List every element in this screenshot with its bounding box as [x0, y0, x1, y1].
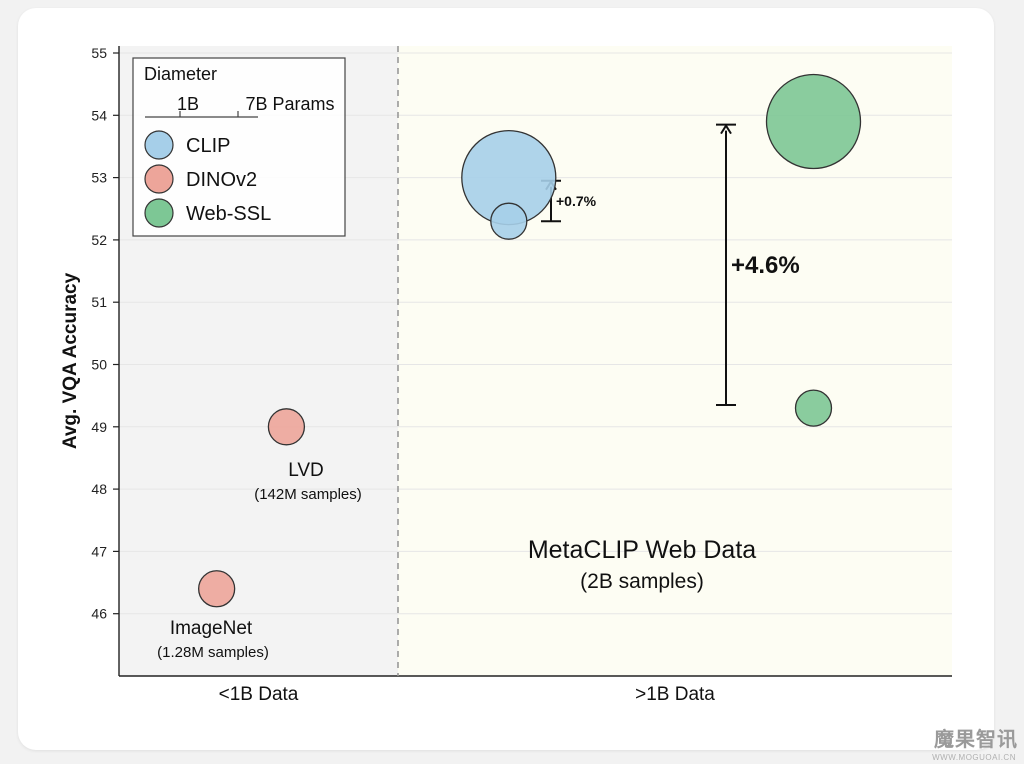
y-tick-label: 53 — [91, 170, 107, 186]
imagenet-label: ImageNet — [170, 618, 253, 639]
legend-entry-clip: CLIP — [144, 130, 230, 160]
y-tick-label: 48 — [91, 481, 107, 497]
legend-swatch — [144, 198, 174, 228]
dinov2-point — [267, 408, 306, 446]
legend-entry-dinov2: DINOv2 — [144, 164, 257, 194]
legend-entry-web-ssl: Web-SSL — [144, 198, 271, 228]
legend-title: Diameter — [144, 64, 217, 84]
legend-label: DINOv2 — [186, 169, 257, 191]
y-tick-label: 46 — [91, 606, 107, 622]
legend-swatch — [144, 130, 174, 160]
legend-label: Web-SSL — [186, 203, 271, 225]
x-category-large-data: >1B Data — [635, 684, 715, 705]
legend-size-max-label: 7B Params — [245, 94, 334, 114]
imagenet-samples-label: (1.28M samples) — [157, 644, 269, 661]
x-category-small-data: <1B Data — [219, 684, 299, 705]
clip-gain-bracket-label: +0.7% — [556, 193, 597, 209]
webssl-gain-bracket: +4.6% — [716, 123, 800, 406]
metaclip-label: MetaCLIP Web Data — [528, 536, 756, 564]
clip-point — [490, 202, 528, 240]
webssl-gain-bracket-label: +4.6% — [731, 252, 800, 279]
watermark-logo: 魔果智讯 — [934, 729, 1018, 751]
y-tick-label: 50 — [91, 357, 107, 373]
y-tick-label: 51 — [91, 294, 107, 310]
y-tick-label: 49 — [91, 419, 107, 435]
y-axis-label: Avg. VQA Accuracy — [60, 272, 81, 449]
legend-swatch — [144, 164, 174, 194]
legend-size-min-label: 1B — [177, 94, 199, 114]
legend: Diameter 1B 7B Params CLIP DINOv2 Web-SSL — [132, 57, 346, 237]
web-ssl-point — [765, 73, 862, 170]
y-tick-label: 47 — [91, 543, 107, 559]
web-ssl-point — [794, 389, 833, 427]
lvd-samples-label: (142M samples) — [254, 486, 362, 503]
legend-label: CLIP — [186, 135, 230, 157]
metaclip-samples-label: (2B samples) — [580, 570, 704, 593]
y-tick-label: 52 — [91, 232, 107, 248]
y-tick-label: 54 — [91, 107, 107, 123]
watermark-url: WWW.MOGUOAI.CN — [932, 753, 1016, 762]
lvd-label: LVD — [288, 460, 324, 481]
dinov2-point — [197, 570, 236, 608]
y-tick-label: 55 — [91, 45, 107, 61]
